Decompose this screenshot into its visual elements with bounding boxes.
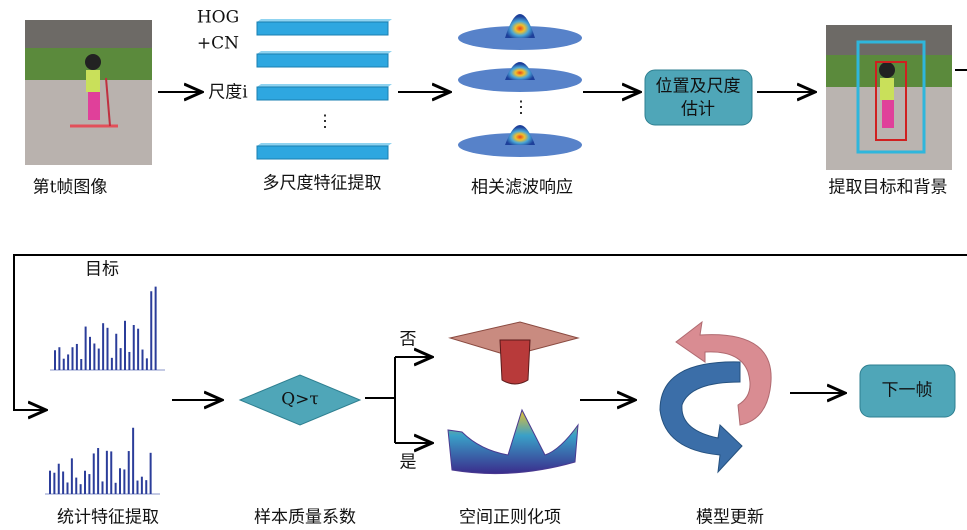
feature-bar bbox=[256, 53, 389, 68]
update-cycle bbox=[659, 320, 772, 474]
target-photo bbox=[826, 25, 952, 170]
cn-label: +CN bbox=[197, 34, 239, 54]
feature-bar-top bbox=[257, 19, 392, 22]
estimate-box bbox=[644, 69, 753, 126]
frame-photo bbox=[25, 20, 152, 165]
feature-bar-top bbox=[257, 143, 392, 146]
feature-bar bbox=[256, 21, 389, 36]
frame-label: 第t帧图像 bbox=[33, 178, 108, 198]
extract-label: 提取目标和背景 bbox=[829, 178, 948, 198]
stats-label: 统计特征提取 bbox=[57, 508, 159, 528]
target-label: 目标 bbox=[85, 260, 119, 280]
decorations bbox=[45, 14, 582, 495]
decision-diamond bbox=[238, 374, 362, 426]
ellipsis: ⋮ bbox=[513, 98, 530, 118]
decision-label: 样本质量系数 bbox=[254, 508, 356, 528]
feature-bar-top bbox=[257, 51, 392, 54]
response-peak bbox=[505, 14, 535, 38]
yes-label: 是 bbox=[400, 453, 417, 473]
response-peak bbox=[505, 62, 535, 80]
ellipsis: ⋮ bbox=[317, 112, 334, 132]
estimate-text: 估计 bbox=[681, 100, 715, 120]
no-label: 否 bbox=[400, 330, 417, 350]
feature-bar bbox=[256, 86, 389, 101]
arrows bbox=[13, 69, 967, 443]
feature-bar-top bbox=[257, 84, 392, 87]
flat-surface bbox=[448, 321, 580, 385]
next-box bbox=[859, 364, 956, 418]
next-text: 下一帧 bbox=[882, 381, 933, 401]
regularization-label: 空间正则化项 bbox=[459, 508, 561, 528]
scale-label: 尺度i bbox=[208, 83, 248, 103]
feature-bar bbox=[256, 145, 389, 160]
response-peak bbox=[505, 125, 535, 145]
estimate-text: 位置及尺度 bbox=[656, 77, 741, 97]
hog-label: HOG bbox=[197, 8, 239, 28]
decision-text: Q>τ bbox=[281, 390, 319, 410]
update-label: 模型更新 bbox=[696, 508, 764, 528]
response-label: 相关滤波响应 bbox=[471, 178, 573, 198]
features-label: 多尺度特征提取 bbox=[263, 174, 382, 194]
bowl-surface bbox=[447, 408, 579, 475]
